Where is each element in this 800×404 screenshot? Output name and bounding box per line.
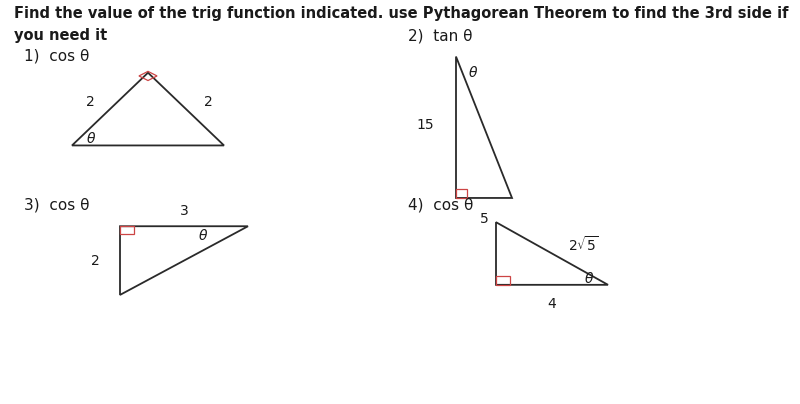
Text: $\theta$: $\theta$ [468, 65, 478, 80]
Text: 15: 15 [417, 118, 434, 132]
Text: $\theta$: $\theta$ [198, 227, 209, 243]
Text: Find the value of the trig function indicated. use Pythagorean Theorem to find t: Find the value of the trig function indi… [14, 6, 789, 21]
Text: 2: 2 [204, 95, 213, 109]
Text: 4)  cos θ: 4) cos θ [408, 198, 474, 213]
Text: $\theta$: $\theta$ [584, 271, 594, 286]
Text: $\theta$: $\theta$ [86, 130, 97, 146]
Bar [139, 72, 157, 80]
Text: 2: 2 [91, 254, 100, 267]
Text: 5: 5 [480, 212, 488, 226]
Text: 1)  cos θ: 1) cos θ [24, 48, 90, 63]
Text: 4: 4 [548, 297, 556, 311]
Text: 2: 2 [86, 95, 94, 109]
Bar [456, 189, 467, 198]
Bar [496, 276, 510, 285]
Text: 2)  tan θ: 2) tan θ [408, 28, 473, 43]
Text: 3)  cos θ: 3) cos θ [24, 198, 90, 213]
Text: you need it: you need it [14, 28, 108, 43]
Bar [120, 226, 134, 234]
Text: $2\sqrt{5}$: $2\sqrt{5}$ [568, 235, 599, 254]
Text: 3: 3 [180, 204, 188, 218]
